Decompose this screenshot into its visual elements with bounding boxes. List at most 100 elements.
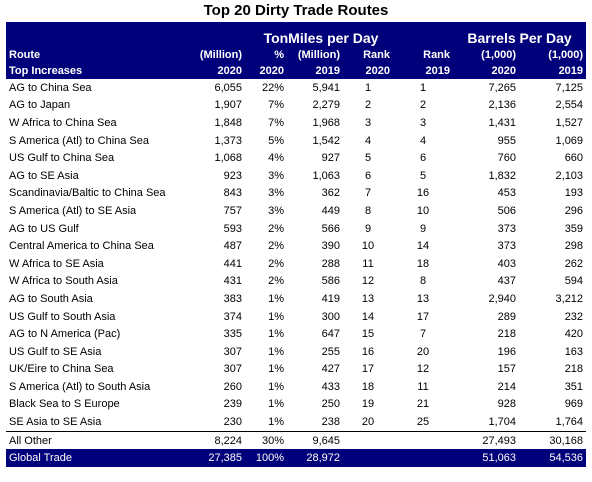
year-tm2019: 2019 (287, 63, 343, 79)
barrels-2019: 193 (564, 187, 584, 200)
tonmiles-2019: 927 (321, 152, 340, 165)
section-top-increases: Top Increases (6, 63, 189, 79)
barrels-2020: 453 (497, 187, 517, 200)
table-body: AG to China Sea 6,055 22% 5,941 1 1 7,265 7,125… (6, 79, 586, 431)
rank-2020: 18 (361, 380, 375, 393)
tonmiles-2020: 307 (223, 363, 242, 376)
table-header: TonMiles per Day Barrels Per Day Route (… (6, 22, 587, 79)
tonmiles-2020: 843 (223, 187, 242, 200)
route-name: S America (Atl) to South Asia (9, 380, 151, 393)
table-row: S America (Atl) to South Asia 260 1% 433 18 1… (6, 378, 586, 396)
share-2020: 1% (268, 398, 284, 411)
rank-2019 (393, 449, 454, 468)
year-pct: 2020 (245, 63, 287, 79)
barrels-2020: 7,265 (488, 81, 517, 94)
table-footer: All Other 8,224 30% 9,645 27,493 30,168 … (6, 430, 587, 468)
rank-2020: 7 (364, 187, 372, 200)
rank-2019: 7 (419, 328, 427, 341)
table-row: UK/Eire to China Sea 307 1% 427 17 12 157 218 (6, 361, 586, 379)
barrels-2019: 2,103 (555, 169, 584, 182)
barrels-2019: 3,212 (555, 292, 584, 305)
share-2020: 1% (268, 345, 284, 358)
table-row: US Gulf to China Sea 1,068 4% 927 5 6 760 660 (6, 149, 586, 167)
table-row: AG to N America (Pac) 335 1% 647 15 7 218 420 (6, 325, 586, 343)
rank-2020 (343, 430, 393, 450)
group-barrels: Barrels Per Day (453, 22, 587, 46)
barrels-2020: 373 (497, 222, 517, 235)
route-name: UK/Eire to China Sea (9, 363, 114, 376)
tonmiles-2019: 5,941 (312, 81, 340, 94)
barrels-2020: 373 (497, 240, 517, 253)
rank-2020: 6 (364, 169, 372, 182)
barrels-2019: 351 (564, 380, 584, 393)
table-title: Top 20 Dirty Trade Routes (203, 2, 389, 19)
barrels-2019: 262 (564, 257, 584, 270)
barrels-2020: 1,832 (488, 169, 517, 182)
rank-2020: 10 (361, 240, 375, 253)
rank-2020: 11 (362, 257, 374, 270)
col-tm2020-header: (Million) (189, 46, 245, 63)
barrels-2020: 403 (497, 257, 517, 270)
rank-2020: 3 (364, 116, 372, 129)
route-name: US Gulf to South Asia (9, 310, 116, 323)
route-name: W Africa to SE Asia (9, 257, 104, 270)
barrels-2020: 157 (497, 363, 517, 376)
tonmiles-2020: 307 (223, 345, 242, 358)
route-name: AG to US Gulf (9, 222, 79, 235)
table-row: AG to US Gulf 593 2% 566 9 9 373 359 (6, 220, 586, 238)
share-2020: 100% (245, 449, 287, 468)
table-row: US Gulf to SE Asia 307 1% 255 16 20 196 163 (6, 343, 586, 361)
rank-2019: 2 (419, 99, 427, 112)
share-2020: 5% (268, 134, 284, 147)
tonmiles-2019: 566 (321, 222, 340, 235)
rank-2019: 9 (419, 222, 427, 235)
barrels-2020: 955 (497, 134, 517, 147)
tonmiles-2020: 1,068 (214, 152, 242, 165)
barrels-2020: 196 (497, 345, 517, 358)
rank-2020: 12 (361, 275, 375, 288)
route-name: All Other (6, 430, 189, 450)
tonmiles-2019: 427 (321, 363, 340, 376)
tonmiles-2020: 757 (223, 204, 242, 217)
table-row: US Gulf to South Asia 374 1% 300 14 17 289 232 (6, 308, 586, 326)
tonmiles-2020: 27,385 (189, 449, 245, 468)
table-row: AG to SE Asia 923 3% 1,063 6 5 1,832 2,103 (6, 167, 586, 185)
tonmiles-2019: 362 (321, 187, 340, 200)
table-row: AG to Japan 1,907 7% 2,279 2 2 2,136 2,554 (6, 97, 586, 115)
barrels-2019: 1,527 (555, 116, 584, 129)
barrels-2019: 296 (564, 204, 584, 217)
barrels-2019: 594 (564, 275, 584, 288)
table-row: Central America to China Sea 487 2% 390 10 14… (6, 237, 586, 255)
barrels-2019: 163 (564, 345, 584, 358)
barrels-2020: 437 (497, 275, 517, 288)
rank-2020: 2 (364, 99, 372, 112)
rank-2019: 18 (416, 257, 430, 270)
tonmiles-2019: 255 (321, 345, 340, 358)
tonmiles-2019: 1,542 (312, 134, 340, 147)
barrels-2019: 298 (564, 240, 584, 253)
table-row: Black Sea to S Europe 239 1% 250 19 21 928 969 (6, 396, 586, 414)
rank-2019: 21 (416, 398, 430, 411)
share-2020: 2% (268, 222, 284, 235)
route-name: AG to South Asia (9, 292, 93, 305)
share-2020: 7% (268, 116, 284, 129)
barrels-2019: 1,069 (555, 134, 584, 147)
col-b2019-header: (1,000) (519, 46, 587, 63)
year-tm2020: 2020 (189, 63, 245, 79)
tonmiles-2019: 390 (321, 240, 340, 253)
rank-2020: 5 (364, 152, 372, 165)
tonmiles-2020: 335 (223, 328, 242, 341)
table-row: S America (Atl) to SE Asia 757 3% 449 8 10 506… (6, 202, 586, 220)
rank-2019: 11 (417, 380, 429, 393)
tonmiles-2019: 9,645 (287, 430, 343, 450)
group-tonmiles: TonMiles per Day (189, 22, 454, 46)
tonmiles-2019: 2,279 (312, 99, 340, 112)
rank-2019: 17 (416, 310, 430, 323)
all-other-row: All Other 8,224 30% 9,645 27,493 30,168 (6, 430, 587, 450)
rank-2020: 16 (361, 345, 375, 358)
rank-2020: 20 (361, 416, 375, 429)
table-row: AG to China Sea 6,055 22% 5,941 1 1 7,265 7,125 (6, 79, 586, 97)
tonmiles-2020: 374 (223, 310, 242, 323)
barrels-2020: 218 (497, 328, 517, 341)
